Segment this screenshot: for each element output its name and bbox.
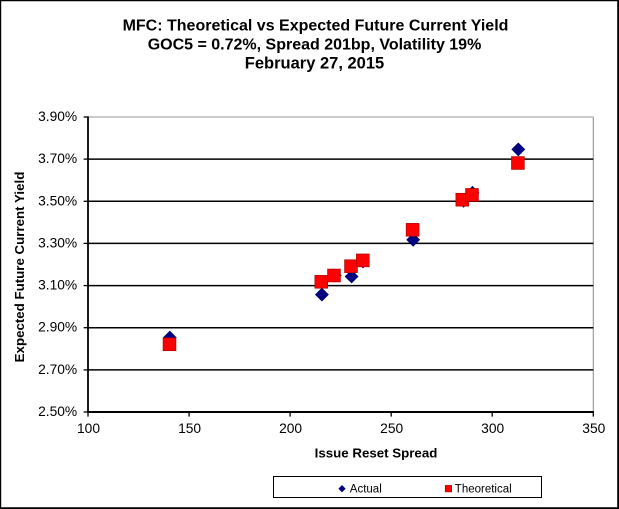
svg-text:Theoretical: Theoretical <box>455 483 512 495</box>
svg-text:350: 350 <box>582 421 605 436</box>
svg-text:GOC5 = 0.72%, Spread 201bp, Vo: GOC5 = 0.72%, Spread 201bp, Volatility 1… <box>148 37 482 54</box>
svg-text:250: 250 <box>380 421 403 436</box>
svg-text:150: 150 <box>178 421 201 436</box>
svg-text:100: 100 <box>77 421 100 436</box>
svg-text:3.70%: 3.70% <box>38 151 77 166</box>
svg-text:2.70%: 2.70% <box>38 362 77 377</box>
svg-text:200: 200 <box>279 421 302 436</box>
svg-text:3.50%: 3.50% <box>38 193 77 208</box>
svg-text:Expected Future Current Yield: Expected Future Current Yield <box>12 172 27 363</box>
svg-text:3.10%: 3.10% <box>38 278 77 293</box>
svg-text:February 27, 2015: February 27, 2015 <box>245 55 384 73</box>
svg-text:Actual: Actual <box>350 483 382 495</box>
svg-text:Issue Reset Spread: Issue Reset Spread <box>315 446 438 461</box>
svg-text:MFC: Theoretical vs Expected F: MFC: Theoretical vs Expected Future Curr… <box>123 17 509 34</box>
svg-text:3.30%: 3.30% <box>38 235 77 250</box>
svg-text:2.90%: 2.90% <box>38 320 77 335</box>
svg-text:300: 300 <box>481 421 504 436</box>
svg-text:3.90%: 3.90% <box>38 109 77 124</box>
svg-text:2.50%: 2.50% <box>38 404 77 419</box>
